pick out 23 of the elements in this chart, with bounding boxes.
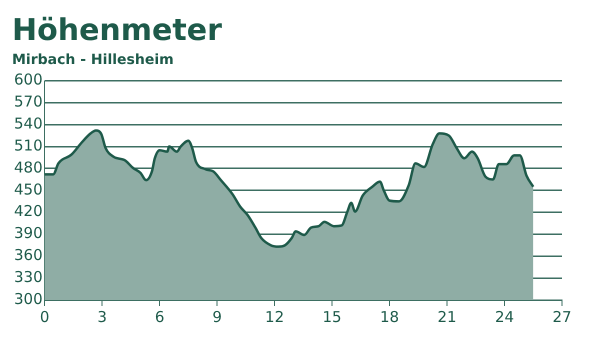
x-tick-label: 0 (40, 308, 50, 326)
y-tick-label: 390 (14, 224, 43, 242)
y-tick-label: 420 (14, 202, 43, 220)
y-tick-label: 540 (14, 114, 43, 133)
y-tick-label: 300 (14, 290, 43, 308)
y-tick-label: 570 (14, 92, 43, 111)
chart-subtitle: Mirbach - Hillesheim (12, 52, 174, 68)
x-tick-label: 18 (380, 308, 400, 326)
x-tick-label: 6 (154, 308, 164, 326)
y-tick-label: 600 (14, 70, 43, 89)
y-tick-label: 510 (14, 136, 43, 154)
x-tick-label: 27 (552, 308, 572, 326)
chart-title: Höhenmeter (12, 12, 222, 48)
y-tick-label: 480 (14, 158, 43, 176)
y-tick-label: 330 (14, 268, 43, 286)
y-tick-label: 360 (14, 246, 43, 264)
x-tick-label: 9 (212, 308, 222, 326)
x-tick-label: 12 (265, 308, 284, 326)
x-tick-label: 24 (494, 308, 514, 326)
x-tick-label: 3 (97, 308, 107, 326)
y-tick-label: 450 (14, 180, 43, 198)
x-tick-label: 15 (322, 308, 342, 326)
x-tick-label: 21 (437, 308, 457, 326)
